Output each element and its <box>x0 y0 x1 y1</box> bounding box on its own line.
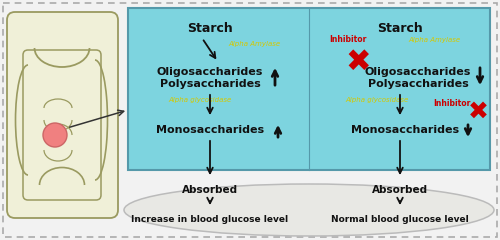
Text: Starch: Starch <box>377 22 423 35</box>
Text: Inhibitor: Inhibitor <box>434 98 470 108</box>
Text: ✖: ✖ <box>468 100 488 124</box>
Text: Polysaccharides: Polysaccharides <box>160 79 260 89</box>
Text: Inhibitor: Inhibitor <box>330 36 366 44</box>
Ellipse shape <box>124 184 494 236</box>
Text: Normal blood glucose level: Normal blood glucose level <box>331 216 469 224</box>
Text: Alpha Amylase: Alpha Amylase <box>228 41 280 47</box>
FancyBboxPatch shape <box>3 3 497 237</box>
Text: Monosaccharides: Monosaccharides <box>351 125 459 135</box>
Text: Oligosaccharides: Oligosaccharides <box>157 67 263 77</box>
Text: Absorbed: Absorbed <box>372 185 428 195</box>
Text: Alpha Amylase: Alpha Amylase <box>408 37 460 43</box>
FancyBboxPatch shape <box>7 12 118 218</box>
Text: Monosaccharides: Monosaccharides <box>156 125 264 135</box>
Text: Polysaccharides: Polysaccharides <box>368 79 468 89</box>
Text: Absorbed: Absorbed <box>182 185 238 195</box>
FancyBboxPatch shape <box>128 8 490 170</box>
Text: Alpha glycosidase: Alpha glycosidase <box>345 97 408 103</box>
Text: Increase in blood glucose level: Increase in blood glucose level <box>132 216 288 224</box>
Circle shape <box>43 123 67 147</box>
Text: Oligosaccharides: Oligosaccharides <box>365 67 471 77</box>
Text: ✖: ✖ <box>345 48 371 77</box>
FancyBboxPatch shape <box>23 50 101 200</box>
Text: Starch: Starch <box>187 22 233 35</box>
Text: Alpha glycosidase: Alpha glycosidase <box>168 97 231 103</box>
